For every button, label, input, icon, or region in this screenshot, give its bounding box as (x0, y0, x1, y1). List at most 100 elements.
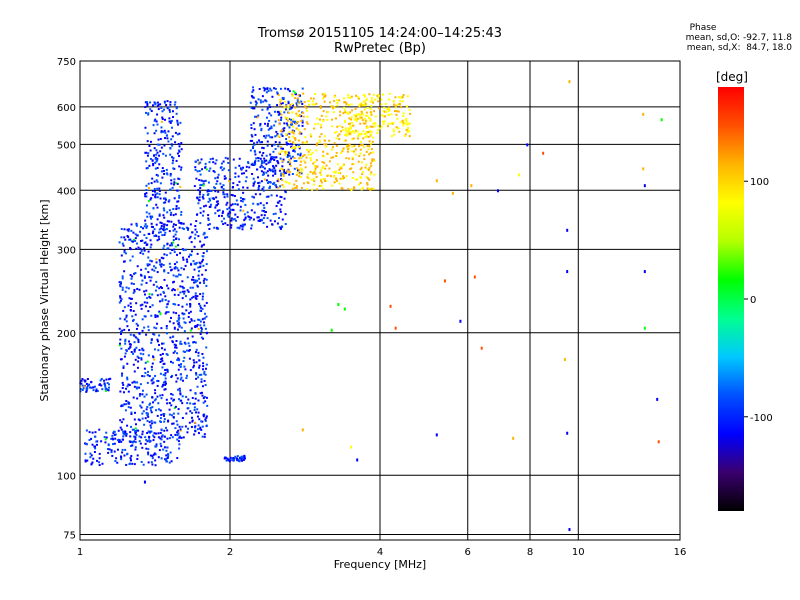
echo-point (402, 121, 405, 124)
echo-point (355, 153, 358, 156)
echo-point (168, 220, 171, 223)
echo-point (373, 110, 376, 113)
echo-point (175, 237, 178, 240)
echo-point (231, 203, 234, 206)
echo-point (146, 154, 149, 157)
echo-point (302, 92, 305, 95)
echo-point (156, 143, 159, 146)
echo-point (276, 222, 279, 225)
echo-point (347, 96, 350, 99)
echo-point (162, 169, 165, 172)
echo-point (177, 432, 180, 435)
echo-point (121, 277, 124, 280)
echo-point (158, 238, 161, 241)
echo-point (209, 199, 212, 202)
echo-point (157, 380, 160, 383)
echo-point (142, 252, 145, 255)
echo-point (158, 193, 161, 196)
echo-point (306, 148, 309, 151)
echo-point (194, 421, 197, 424)
echo-point (265, 163, 268, 166)
echo-point (135, 224, 138, 227)
echo-point (143, 290, 146, 293)
echo-point (165, 458, 168, 461)
echo-point (199, 186, 202, 189)
echo-point (240, 458, 243, 461)
echo-point (152, 164, 155, 167)
echo-point (214, 206, 217, 209)
echo-point (179, 285, 182, 288)
echo-point (257, 139, 260, 142)
echo-point (277, 134, 280, 137)
echo-point (226, 201, 229, 204)
echo-point (160, 146, 163, 149)
echo-point (165, 311, 168, 314)
echo-point (361, 113, 364, 116)
echo-point (177, 412, 180, 415)
echo-point (171, 393, 174, 396)
echo-point (149, 454, 152, 457)
echo-point (289, 131, 292, 134)
echo-point (291, 94, 294, 97)
echo-point (186, 431, 189, 434)
echo-point (279, 210, 282, 213)
echo-point (153, 333, 156, 336)
echo-point (159, 137, 162, 140)
echo-point (196, 252, 199, 255)
echo-point (147, 152, 150, 155)
echo-point (145, 226, 148, 229)
echo-point (248, 216, 251, 219)
echo-point (347, 129, 350, 132)
echo-point (314, 169, 317, 172)
echo-point (224, 222, 227, 225)
echo-point (151, 193, 154, 196)
echo-point (180, 213, 183, 216)
echo-point (108, 448, 111, 451)
echo-point (90, 437, 93, 440)
echo-point (189, 310, 192, 313)
echo-point (315, 159, 318, 162)
echo-point (105, 431, 108, 434)
echo-point (309, 170, 312, 173)
echo-point (242, 224, 245, 227)
echo-point (154, 445, 157, 448)
echo-point (90, 463, 93, 466)
echo-point (173, 103, 176, 106)
echo-point (295, 144, 298, 147)
echo-point (354, 148, 357, 151)
echo-point (359, 116, 362, 119)
echo-point (568, 80, 571, 84)
echo-point (253, 180, 256, 183)
echo-point (257, 114, 260, 117)
echo-point (95, 443, 98, 446)
echo-point (405, 117, 408, 120)
echo-point (157, 154, 160, 157)
echo-point (300, 170, 303, 173)
echo-point (282, 168, 285, 171)
echo-point (149, 101, 152, 104)
echo-point (280, 119, 283, 122)
echo-point (222, 223, 225, 226)
echo-point (267, 195, 270, 198)
echo-point (223, 457, 226, 460)
echo-point (249, 101, 252, 104)
echo-point (123, 318, 126, 321)
echo-point (394, 105, 397, 108)
echo-point (131, 315, 134, 318)
y-tick-label: 750 (57, 57, 76, 68)
echo-point (171, 156, 174, 159)
echo-point (148, 440, 151, 443)
echo-point (345, 134, 348, 137)
echo-point (252, 202, 255, 205)
echo-point (287, 106, 290, 109)
echo-point (642, 167, 645, 171)
echo-point (200, 330, 203, 333)
echo-point (215, 226, 218, 229)
echo-point (372, 187, 375, 190)
echo-point (300, 115, 303, 118)
echo-point (364, 119, 367, 122)
echo-point (136, 454, 139, 457)
echo-point (404, 119, 407, 122)
echo-point (258, 220, 261, 223)
echo-point (295, 112, 298, 115)
